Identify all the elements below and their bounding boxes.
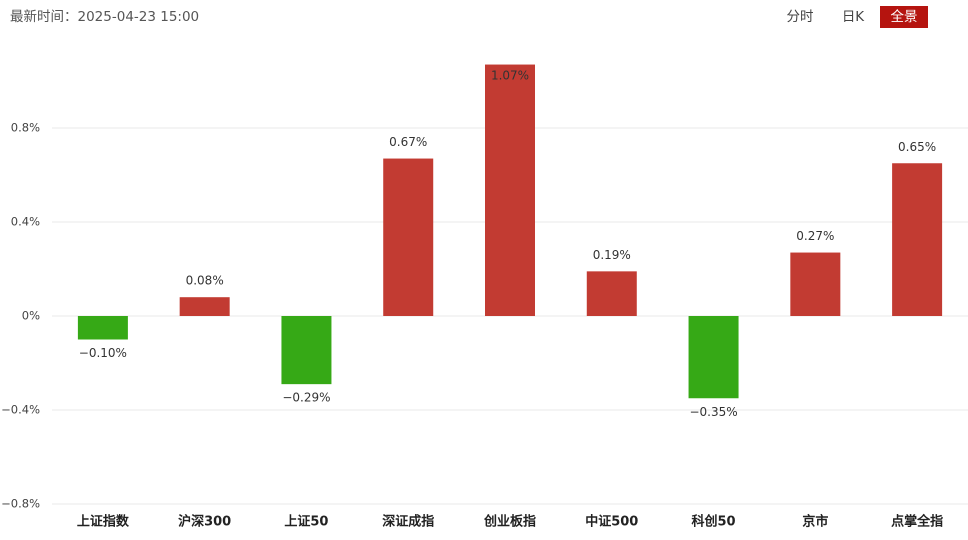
tab[interactable]: 日K bbox=[842, 9, 866, 25]
tab[interactable]: 分时 bbox=[787, 9, 814, 25]
bar bbox=[688, 316, 739, 399]
x-tick-label: 上证指数 bbox=[77, 514, 130, 530]
y-tick-label: −0.8% bbox=[1, 497, 40, 511]
update-time: 最新时间：2025-04-23 15:00 bbox=[10, 9, 199, 25]
value-label: −0.35% bbox=[689, 405, 737, 419]
bar bbox=[485, 64, 535, 316]
value-label: 0.67% bbox=[389, 135, 427, 149]
value-label: 0.65% bbox=[898, 140, 936, 154]
x-tick-label: 中证500 bbox=[585, 514, 638, 530]
value-label: 0.19% bbox=[593, 248, 631, 262]
x-tick-label: 京市 bbox=[802, 514, 828, 530]
x-tick-label: 上证50 bbox=[284, 515, 328, 530]
value-label: 0.08% bbox=[186, 274, 224, 288]
bar bbox=[790, 252, 841, 316]
value-label: 1.07% bbox=[491, 69, 529, 83]
value-label: −0.29% bbox=[282, 391, 330, 405]
x-tick-label: 深证成指 bbox=[382, 514, 434, 530]
tab[interactable]: 全景 bbox=[891, 8, 918, 25]
bar bbox=[383, 158, 434, 316]
x-tick-label: 沪深300 bbox=[178, 514, 231, 530]
x-tick-label: 科创50 bbox=[692, 514, 736, 530]
bar bbox=[586, 271, 637, 316]
y-tick-label: 0% bbox=[22, 309, 40, 323]
value-label: −0.10% bbox=[79, 346, 127, 360]
x-tick-label: 创业板指 bbox=[483, 514, 536, 530]
x-tick-label: 点掌全指 bbox=[891, 514, 943, 530]
y-tick-label: 0.8% bbox=[11, 121, 40, 135]
bar bbox=[179, 297, 230, 316]
value-label: 0.27% bbox=[796, 229, 834, 243]
bar bbox=[281, 316, 332, 385]
bar bbox=[77, 316, 128, 340]
y-tick-label: 0.4% bbox=[11, 215, 40, 229]
y-tick-label: −0.4% bbox=[1, 403, 40, 417]
bar bbox=[892, 163, 943, 316]
tab-active-bg bbox=[880, 6, 928, 28]
